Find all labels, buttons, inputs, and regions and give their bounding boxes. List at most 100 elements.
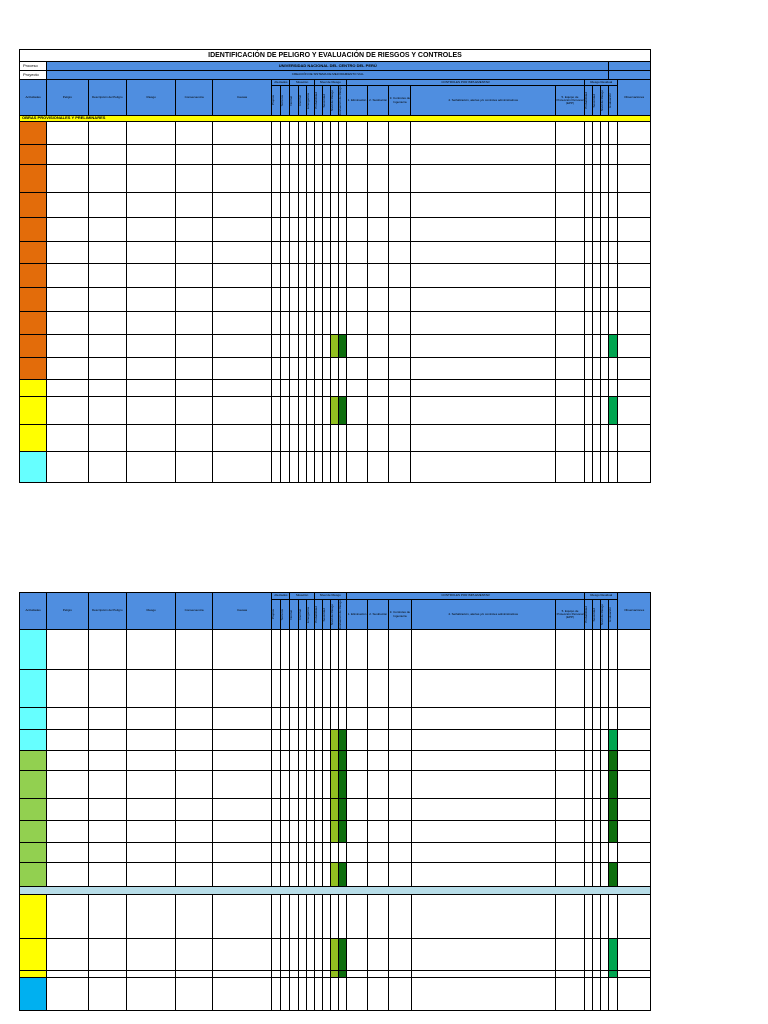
table-cell bbox=[617, 894, 651, 940]
table-cell bbox=[280, 164, 291, 194]
table-cell bbox=[592, 357, 602, 381]
table-cell bbox=[600, 192, 610, 219]
table-cell bbox=[313, 820, 323, 844]
table-cell bbox=[600, 798, 610, 822]
sub-nivel-2: Nivel de Riesgo bbox=[330, 604, 334, 626]
sub-normal-2: Normal bbox=[289, 609, 294, 620]
table-cell bbox=[600, 241, 610, 265]
table-cell bbox=[125, 820, 177, 844]
table-cell bbox=[305, 798, 315, 822]
table-cell bbox=[271, 970, 282, 979]
table-cell bbox=[297, 287, 307, 313]
table-cell bbox=[305, 707, 315, 731]
table-cell bbox=[592, 144, 602, 166]
sub-ingenieria: 3. Controles de Ingeniería bbox=[388, 84, 412, 117]
table-cell bbox=[608, 217, 619, 243]
table-cell bbox=[410, 379, 556, 398]
table-cell bbox=[211, 629, 273, 671]
risk-level-cell bbox=[329, 938, 339, 972]
table-cell bbox=[280, 334, 291, 359]
table-row bbox=[18, 263, 651, 289]
table-cell bbox=[410, 894, 556, 940]
table-row bbox=[18, 669, 651, 709]
table-cell bbox=[289, 311, 299, 336]
sub-rr-prob-2: Probabilidad bbox=[584, 606, 589, 623]
risk-evaluation-cell bbox=[337, 820, 347, 844]
table-cell bbox=[608, 451, 619, 484]
table-cell bbox=[87, 669, 127, 709]
table-row bbox=[18, 820, 651, 844]
header-situacion-2: Situación bbox=[289, 592, 315, 600]
table-cell bbox=[600, 334, 610, 359]
table-cell bbox=[280, 729, 291, 752]
table-cell bbox=[321, 669, 331, 709]
table-cell bbox=[337, 311, 347, 336]
table-cell bbox=[46, 357, 89, 381]
activity-color-cell bbox=[18, 334, 48, 359]
table-cell bbox=[388, 164, 412, 194]
table-cell bbox=[367, 894, 390, 940]
table-cell bbox=[125, 164, 177, 194]
table-cell bbox=[297, 396, 307, 426]
table-cell bbox=[175, 334, 213, 359]
table-cell bbox=[608, 287, 619, 313]
table-cell bbox=[584, 241, 594, 265]
table-cell bbox=[367, 192, 390, 219]
table-cell bbox=[321, 311, 331, 336]
table-cell bbox=[271, 121, 282, 146]
table-cell bbox=[608, 842, 619, 864]
table-cell bbox=[584, 970, 594, 979]
sub-sustitucion-2: 2. Sustitución bbox=[367, 598, 390, 631]
table-cell bbox=[46, 144, 89, 166]
table-cell bbox=[87, 164, 127, 194]
table-cell bbox=[289, 970, 299, 979]
table-cell bbox=[584, 379, 594, 398]
table-cell bbox=[329, 707, 339, 731]
table-cell bbox=[617, 311, 651, 336]
table-cell bbox=[410, 121, 556, 146]
table-cell bbox=[321, 396, 331, 426]
table-cell bbox=[600, 424, 610, 453]
table-row bbox=[18, 970, 651, 979]
table-cell bbox=[271, 334, 282, 359]
table-cell bbox=[367, 669, 390, 709]
table-cell bbox=[125, 894, 177, 940]
table-cell bbox=[313, 729, 323, 752]
activity-color-cell bbox=[18, 970, 48, 979]
table-row bbox=[18, 977, 651, 1012]
table-cell bbox=[297, 241, 307, 265]
header-controles-2: CONTROLES POR IMPLEMENTAR bbox=[345, 592, 586, 600]
table-cell bbox=[345, 894, 369, 940]
activity-color-cell bbox=[18, 707, 48, 731]
table-cell bbox=[345, 396, 369, 426]
table-cell bbox=[388, 770, 412, 800]
table-cell bbox=[46, 334, 89, 359]
table-cell bbox=[367, 729, 390, 752]
table-cell bbox=[297, 164, 307, 194]
table-cell bbox=[125, 357, 177, 381]
table-cell bbox=[617, 451, 651, 484]
table-cell bbox=[297, 729, 307, 752]
table-cell bbox=[329, 287, 339, 313]
table-cell bbox=[313, 842, 323, 864]
activity-color-cell bbox=[18, 894, 48, 940]
table-cell bbox=[313, 192, 323, 219]
table-cell bbox=[367, 164, 390, 194]
table-cell bbox=[321, 451, 331, 484]
table-cell bbox=[367, 144, 390, 166]
table-cell bbox=[289, 451, 299, 484]
table-cell bbox=[608, 263, 619, 289]
table-cell bbox=[305, 894, 315, 940]
table-cell bbox=[289, 938, 299, 972]
sub-rr-sev-2: Severidad bbox=[592, 607, 597, 622]
table-cell bbox=[592, 729, 602, 752]
table-cell bbox=[46, 217, 89, 243]
table-cell bbox=[554, 164, 586, 194]
table-cell bbox=[313, 938, 323, 972]
table-cell bbox=[584, 263, 594, 289]
table-cell bbox=[305, 669, 315, 709]
table-cell bbox=[125, 707, 177, 731]
table-cell bbox=[388, 144, 412, 166]
table-cell bbox=[46, 379, 89, 398]
table-cell bbox=[313, 263, 323, 289]
